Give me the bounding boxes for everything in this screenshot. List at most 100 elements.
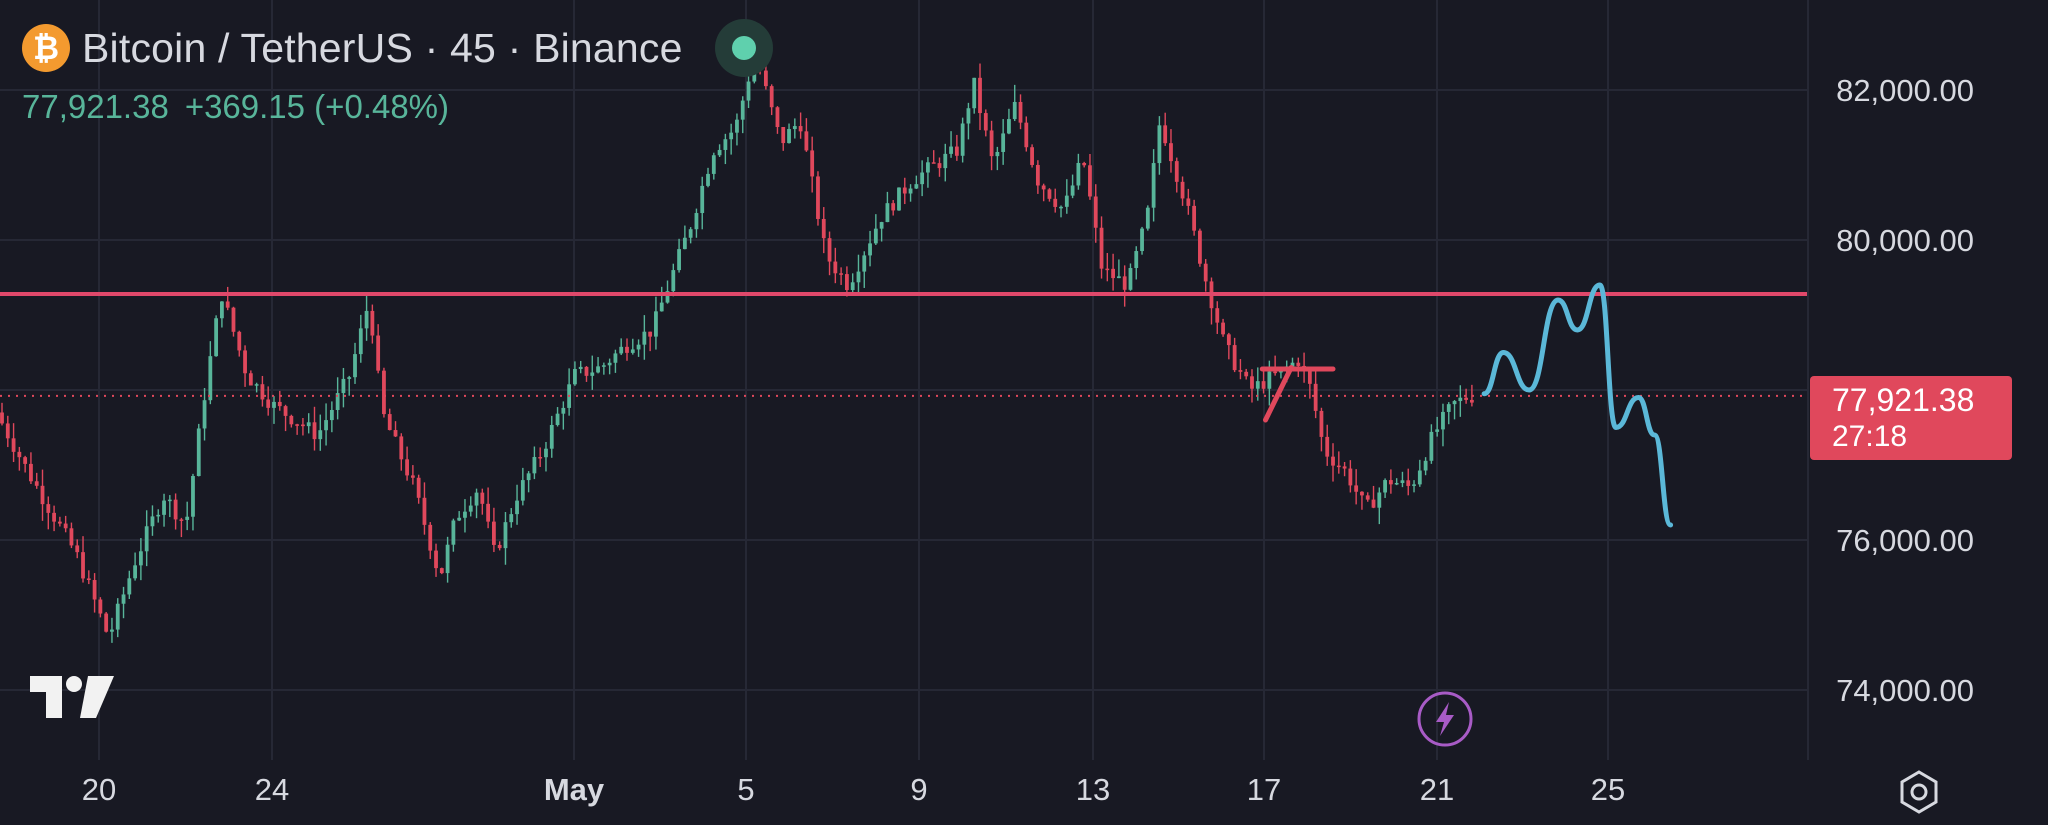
time-scale-label: 20 xyxy=(81,772,117,807)
candle-body xyxy=(1041,185,1046,190)
bitcoin-icon: ₿ xyxy=(22,24,70,72)
candle-body xyxy=(1093,196,1098,228)
candle-body xyxy=(827,238,832,262)
candle-body xyxy=(781,127,786,144)
price-scale-label: 80,000.00 xyxy=(1836,223,1974,258)
candle-body xyxy=(468,505,473,512)
candle-body xyxy=(1221,322,1225,335)
time-scale-label: 25 xyxy=(1590,772,1626,807)
candle-body xyxy=(1267,371,1272,389)
candle-body xyxy=(167,499,172,502)
drawing-overlays xyxy=(0,282,1808,528)
candle-body xyxy=(191,476,195,517)
candle-body xyxy=(665,291,670,303)
candle-body xyxy=(503,522,508,549)
candle-body xyxy=(763,70,768,87)
candle-body xyxy=(243,350,247,374)
candle-body xyxy=(954,146,959,156)
candle-body xyxy=(856,271,861,283)
candle-body xyxy=(410,475,415,478)
market-status-indicator[interactable] xyxy=(714,19,773,77)
candle-body xyxy=(370,310,375,336)
flag-pole-line xyxy=(1262,365,1294,423)
candle-body xyxy=(711,155,716,174)
bar-countdown: 27:18 xyxy=(1832,420,1908,453)
candle-body xyxy=(416,477,421,498)
projection-path xyxy=(1481,282,1674,528)
candle-body xyxy=(0,412,4,424)
candle-body xyxy=(237,331,242,351)
candle-body xyxy=(92,580,97,600)
candle-body xyxy=(1400,480,1405,483)
candle-body xyxy=(341,378,346,394)
candle-body xyxy=(150,516,155,527)
candle-body xyxy=(648,331,653,337)
candle-body xyxy=(1076,162,1081,186)
candle-body xyxy=(636,344,641,350)
candle-body xyxy=(619,346,624,354)
candle-body xyxy=(486,503,491,522)
candle-body xyxy=(1354,485,1359,492)
candle-body xyxy=(1313,383,1318,411)
candle-body xyxy=(75,545,80,553)
candle-body xyxy=(277,401,282,407)
candle-body xyxy=(1336,465,1341,468)
candle-body xyxy=(1348,468,1353,486)
candle-body xyxy=(57,521,62,524)
candle-body xyxy=(283,406,288,416)
candle-body xyxy=(69,528,74,546)
candle-body xyxy=(920,172,925,185)
candle-body xyxy=(671,270,676,292)
candle-body xyxy=(642,331,647,345)
candle-body xyxy=(1371,499,1376,508)
candle-body xyxy=(29,463,33,482)
candle-body xyxy=(1383,480,1387,493)
price-scale-label: 82,000.00 xyxy=(1836,73,1974,108)
candle-body xyxy=(926,162,930,173)
candle-body xyxy=(578,366,583,369)
candle-body xyxy=(196,428,201,477)
candle-body xyxy=(914,184,919,189)
candle-body xyxy=(1128,268,1133,290)
symbol-title[interactable]: Bitcoin / TetherUS · 45 · Binance xyxy=(82,24,683,71)
candle-body xyxy=(34,481,39,486)
candle-body xyxy=(937,163,942,169)
candle-body xyxy=(972,77,977,109)
candle-body xyxy=(1342,466,1347,469)
candle-body xyxy=(561,407,566,414)
candle-body xyxy=(509,514,514,523)
candle-body xyxy=(868,243,872,256)
candle-body xyxy=(110,629,114,632)
candle-body xyxy=(202,400,207,429)
candle-body xyxy=(845,274,849,291)
candle-body xyxy=(1429,431,1434,461)
candle-body xyxy=(266,399,271,408)
candle-body xyxy=(1099,227,1104,269)
price-candles xyxy=(0,40,1474,643)
candle-body xyxy=(1192,205,1197,231)
candle-body xyxy=(23,457,28,464)
candle-body xyxy=(787,129,791,144)
candle-body xyxy=(463,511,467,518)
tradingview-logo-icon[interactable] xyxy=(28,672,118,722)
candle-body xyxy=(1412,484,1416,486)
candle-body xyxy=(1244,371,1249,377)
price-scale-label: 74,000.00 xyxy=(1836,673,1974,708)
candle-body xyxy=(1435,429,1440,432)
time-scale-label: 13 xyxy=(1075,772,1111,807)
candle-body xyxy=(769,86,774,108)
candle-body xyxy=(810,150,815,177)
candle-body xyxy=(289,415,294,425)
candle-body xyxy=(1116,276,1121,279)
candle-body xyxy=(318,430,323,440)
flash-icon[interactable] xyxy=(1416,690,1474,748)
candle-body xyxy=(816,176,820,219)
candle-body xyxy=(966,108,971,124)
settings-gear-icon[interactable] xyxy=(1896,769,1942,815)
candle-body xyxy=(1394,482,1399,485)
candle-body xyxy=(613,353,618,363)
symbol-header[interactable]: ₿ Bitcoin / TetherUS · 45 · Binance xyxy=(22,18,773,78)
candle-body xyxy=(532,457,537,474)
candle-body xyxy=(214,318,219,357)
